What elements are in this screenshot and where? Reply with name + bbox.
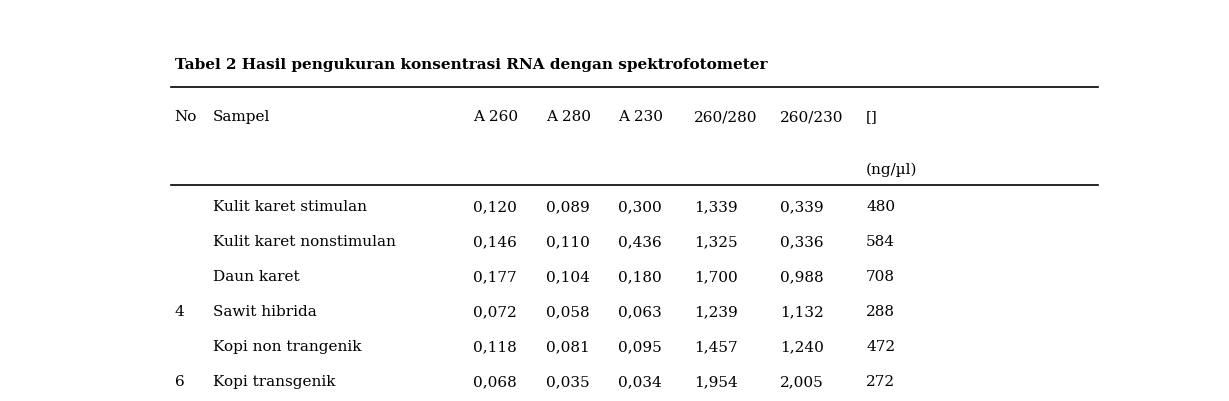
- Text: 6: 6: [175, 374, 184, 388]
- Text: 1,339: 1,339: [693, 199, 737, 213]
- Text: 0,436: 0,436: [618, 234, 662, 248]
- Text: 0,072: 0,072: [473, 304, 516, 318]
- Text: 0,063: 0,063: [618, 304, 662, 318]
- Text: 0,177: 0,177: [473, 269, 516, 283]
- Text: 1,457: 1,457: [693, 339, 737, 353]
- Text: 584: 584: [866, 234, 895, 248]
- Text: 0,180: 0,180: [618, 269, 662, 283]
- Text: 2,005: 2,005: [780, 374, 825, 388]
- Text: 0,120: 0,120: [473, 199, 516, 213]
- Text: A 260: A 260: [473, 110, 517, 124]
- Text: (ng/µl): (ng/µl): [866, 162, 918, 177]
- Text: Kopi non trangenik: Kopi non trangenik: [213, 339, 361, 353]
- Text: 288: 288: [866, 304, 895, 318]
- Text: 0,118: 0,118: [473, 339, 516, 353]
- Text: A 280: A 280: [546, 110, 591, 124]
- Text: Kopi transgenik: Kopi transgenik: [213, 374, 336, 388]
- Text: 4: 4: [175, 304, 184, 318]
- Text: 260/230: 260/230: [780, 110, 844, 124]
- Text: 480: 480: [866, 199, 895, 213]
- Text: Sampel: Sampel: [213, 110, 270, 124]
- Text: 0,089: 0,089: [546, 199, 590, 213]
- Text: []: []: [866, 110, 878, 124]
- Text: 0,034: 0,034: [618, 374, 662, 388]
- Text: 708: 708: [866, 269, 895, 283]
- Text: 0,058: 0,058: [546, 304, 590, 318]
- Text: 0,339: 0,339: [780, 199, 823, 213]
- Text: 0,068: 0,068: [473, 374, 516, 388]
- Text: 0,095: 0,095: [618, 339, 662, 353]
- Text: 1,325: 1,325: [693, 234, 737, 248]
- Text: 1,700: 1,700: [693, 269, 737, 283]
- Text: Kulit karet stimulan: Kulit karet stimulan: [213, 199, 366, 213]
- Text: 0,104: 0,104: [546, 269, 590, 283]
- Text: 0,035: 0,035: [546, 374, 590, 388]
- Text: 0,988: 0,988: [780, 269, 823, 283]
- Text: 1,132: 1,132: [780, 304, 825, 318]
- Text: 0,336: 0,336: [780, 234, 823, 248]
- Text: Daun karet: Daun karet: [213, 269, 300, 283]
- Text: 0,110: 0,110: [546, 234, 590, 248]
- Text: 0,300: 0,300: [618, 199, 662, 213]
- Text: Sawit hibrida: Sawit hibrida: [213, 304, 316, 318]
- Text: 0,146: 0,146: [473, 234, 516, 248]
- Text: Tabel 2 Hasil pengukuran konsentrasi RNA dengan spektrofotometer: Tabel 2 Hasil pengukuran konsentrasi RNA…: [175, 57, 767, 71]
- Text: Kulit karet nonstimulan: Kulit karet nonstimulan: [213, 234, 396, 248]
- Text: A 230: A 230: [618, 110, 664, 124]
- Text: No: No: [175, 110, 197, 124]
- Text: 1,240: 1,240: [780, 339, 825, 353]
- Text: 260/280: 260/280: [693, 110, 757, 124]
- Text: 1,954: 1,954: [693, 374, 737, 388]
- Text: 272: 272: [866, 374, 895, 388]
- Text: 472: 472: [866, 339, 895, 353]
- Text: 1,239: 1,239: [693, 304, 737, 318]
- Text: 0,081: 0,081: [546, 339, 590, 353]
